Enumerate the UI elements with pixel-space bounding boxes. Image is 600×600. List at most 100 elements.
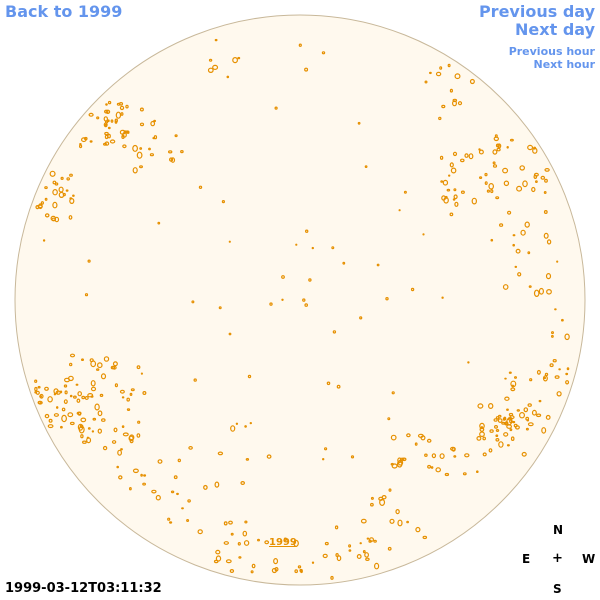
next-day-link[interactable]: Next day: [515, 20, 595, 39]
active-region-contour: [81, 137, 87, 143]
active-region-contour: [439, 66, 443, 70]
active-region-contour: [484, 172, 488, 177]
active-region-contour: [56, 406, 59, 409]
active-region-contour: [244, 520, 248, 524]
active-region-contour: [427, 464, 432, 469]
active-region-contour: [331, 246, 335, 250]
active-region-contour: [370, 496, 374, 500]
back-to-year-link[interactable]: Back to 1999: [5, 2, 123, 21]
active-region-contour: [139, 107, 144, 112]
active-region-contour: [388, 488, 392, 492]
active-region-contour: [228, 332, 232, 336]
active-region-contour: [230, 532, 234, 536]
active-region-contour: [126, 397, 131, 402]
active-region-contour: [129, 392, 133, 396]
active-region-contour: [177, 458, 181, 463]
active-region-contour: [422, 233, 425, 236]
active-region-contour: [116, 465, 119, 469]
active-region-contour: [511, 384, 515, 388]
active-region-contour: [538, 287, 545, 295]
active-region-contour: [187, 499, 191, 503]
active-region-contour: [493, 418, 498, 422]
active-region-contour: [543, 191, 547, 195]
active-region-contour: [395, 509, 400, 515]
active-region-contour: [308, 278, 312, 282]
active-region-contour: [47, 396, 53, 403]
next-hour-link[interactable]: Next hour: [533, 58, 596, 71]
active-region-contour: [130, 388, 135, 392]
active-region-contour: [242, 530, 248, 537]
active-region-contour: [153, 119, 157, 123]
active-region-contour: [173, 475, 178, 480]
active-region-contour: [452, 151, 458, 157]
active-region-contour: [273, 557, 279, 565]
active-region-contour: [321, 51, 326, 55]
active-region-contour: [391, 391, 395, 395]
active-region-contour: [479, 427, 485, 432]
year-link[interactable]: 1999: [269, 537, 297, 548]
active-region-contour: [81, 395, 86, 400]
active-region-contour: [502, 417, 506, 421]
active-region-contour: [90, 380, 96, 387]
active-region-contour: [103, 356, 110, 362]
active-region-contour: [68, 215, 73, 220]
active-region-contour: [503, 180, 510, 187]
active-region-contour: [533, 146, 537, 150]
active-region-contour: [486, 189, 490, 193]
active-region-contour: [536, 369, 541, 375]
active-region-contour: [531, 186, 536, 193]
previous-day-link[interactable]: Previous day: [478, 2, 595, 21]
active-region-contour: [116, 102, 121, 106]
active-region-contour: [109, 139, 116, 144]
active-region-contour: [447, 63, 451, 68]
active-region-contour: [544, 167, 550, 172]
active-region-contour: [170, 157, 176, 163]
active-region-contour: [249, 422, 252, 425]
active-region-contour: [348, 544, 352, 548]
active-region-contour: [212, 64, 219, 71]
active-region-contour: [420, 435, 426, 441]
active-region-contour: [431, 453, 437, 459]
active-region-contour: [342, 261, 346, 265]
active-region-contour: [495, 429, 500, 433]
active-region-contour: [330, 575, 334, 580]
active-region-contour: [335, 552, 339, 557]
active-region-contour: [467, 361, 470, 364]
active-region-contour: [350, 455, 355, 459]
active-region-contour: [114, 120, 118, 124]
active-region-contour: [188, 446, 193, 450]
active-region-contour: [546, 288, 552, 295]
active-region-contour: [535, 413, 542, 418]
active-region-contour: [322, 553, 328, 559]
active-region-contour: [186, 518, 190, 522]
active-region-contour: [132, 144, 139, 152]
active-region-contour: [532, 147, 538, 154]
active-region-contour: [561, 318, 564, 322]
active-region-contour: [385, 297, 389, 301]
active-region-contour: [44, 197, 48, 201]
active-region-contour: [69, 173, 73, 177]
active-region-contour: [360, 518, 367, 524]
active-region-contour: [565, 372, 569, 376]
active-region-contour: [397, 519, 403, 527]
active-region-contour: [86, 436, 90, 439]
active-region-contour: [72, 395, 77, 399]
active-region-contour: [297, 565, 302, 569]
active-region-contour: [142, 391, 147, 396]
active-region-contour: [66, 177, 71, 181]
active-region-contour: [357, 121, 361, 125]
active-region-contour: [369, 537, 375, 542]
previous-hour-link[interactable]: Previous hour: [508, 45, 595, 58]
active-region-contour: [546, 239, 552, 245]
active-region-contour: [422, 535, 428, 540]
active-region-contour: [65, 189, 69, 192]
active-region-contour: [237, 56, 241, 60]
active-region-contour: [115, 111, 122, 119]
active-region-contour: [80, 417, 87, 423]
active-region-contour: [140, 473, 143, 477]
active-region-contour: [274, 566, 279, 572]
active-region-contour: [441, 296, 444, 299]
active-region-contour: [110, 119, 114, 123]
active-region-contour: [443, 197, 449, 204]
active-region-contour: [527, 422, 534, 427]
